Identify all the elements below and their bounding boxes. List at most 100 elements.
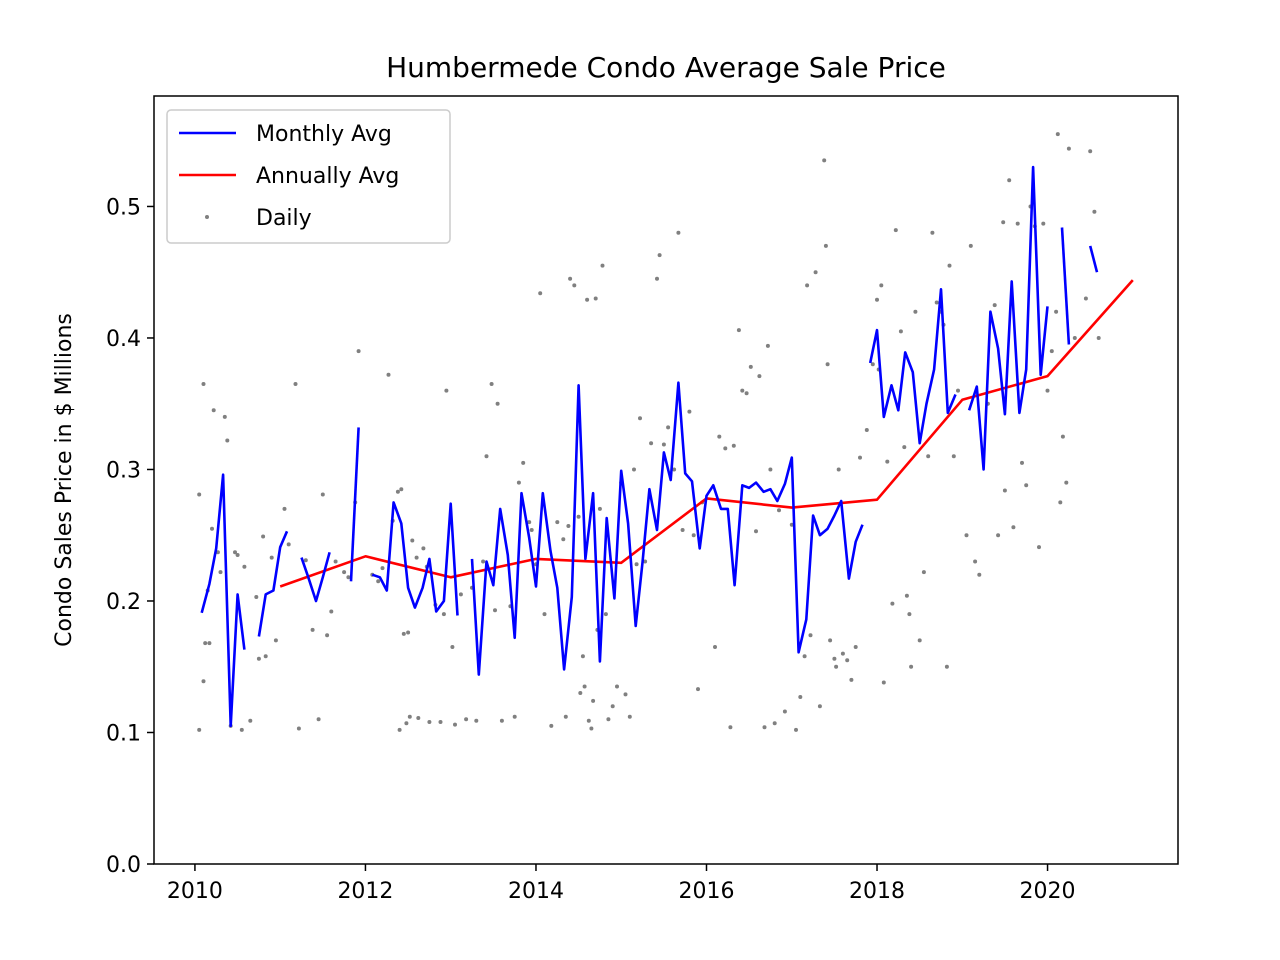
daily-point (493, 608, 497, 613)
daily-point (414, 555, 419, 560)
daily-point (329, 609, 334, 614)
daily-point (661, 442, 666, 447)
x-tick-label: 2010 (167, 879, 223, 904)
daily-point (825, 362, 830, 367)
daily-point (947, 263, 952, 268)
daily-point (406, 630, 411, 635)
daily-point (489, 382, 494, 386)
x-tick-label: 2016 (678, 879, 734, 904)
daily-point (512, 714, 517, 719)
daily-point (1066, 146, 1071, 151)
y-tick-label: 0.3 (106, 458, 141, 483)
daily-point (333, 559, 338, 564)
daily-point (768, 467, 773, 472)
annual-avg-line (279, 279, 1134, 588)
daily-point (655, 276, 659, 281)
y-axis-label: Condo Sales Price in $ Millions (52, 313, 77, 647)
daily-point (736, 328, 741, 333)
daily-point (286, 542, 291, 547)
daily-point (484, 454, 489, 459)
daily-point (254, 595, 259, 599)
daily-point (782, 709, 787, 714)
daily-point (881, 680, 886, 685)
daily-point (1060, 434, 1065, 439)
daily-point (926, 454, 931, 459)
daily-point (1001, 220, 1006, 225)
daily-point (585, 297, 590, 302)
daily-point (956, 388, 960, 393)
daily-point (740, 388, 745, 393)
monthly-avg-layer (200, 165, 1099, 728)
daily-point (516, 480, 521, 485)
daily-point (399, 487, 404, 492)
daily-point (316, 717, 321, 722)
daily-point (421, 546, 426, 551)
daily-point (968, 243, 973, 248)
daily-point (973, 559, 978, 564)
daily-point (464, 717, 469, 722)
daily-point (634, 562, 639, 567)
daily-point (576, 514, 581, 519)
monthly-avg-line-segment (257, 530, 289, 637)
daily-point (591, 698, 596, 703)
daily-point (845, 658, 850, 663)
daily-point (201, 382, 206, 386)
daily-point (521, 460, 526, 465)
daily-point (731, 443, 736, 448)
daily-point (527, 520, 532, 525)
daily-point (458, 592, 463, 597)
daily-point (410, 538, 415, 543)
x-tick-label: 2020 (1020, 879, 1076, 904)
daily-point (676, 230, 681, 235)
daily-point (242, 564, 247, 569)
daily-point (666, 425, 671, 430)
monthly-avg-line-segment (868, 287, 957, 445)
daily-point (904, 593, 909, 598)
daily-point (757, 374, 762, 379)
daily-point (603, 612, 608, 617)
monthly-avg-line-segment (349, 427, 360, 582)
daily-point (610, 704, 615, 709)
monthly-avg-line-segment (470, 381, 864, 676)
daily-point (777, 508, 781, 513)
daily-point (197, 727, 202, 732)
daily-point (898, 329, 903, 334)
daily-point (853, 645, 858, 649)
daily-point (495, 401, 500, 406)
daily-point (964, 533, 969, 538)
annual-avg-layer (279, 279, 1134, 588)
monthly-avg-line-segment (371, 501, 459, 616)
daily-point (794, 727, 798, 732)
daily-point (225, 438, 230, 443)
daily-point (218, 570, 223, 575)
daily-point (902, 445, 907, 450)
daily-point (582, 684, 587, 689)
legend-label: Annually Avg (256, 164, 399, 189)
daily-point (615, 684, 619, 689)
daily-point (1092, 209, 1097, 214)
legend-label: Monthly Avg (256, 122, 392, 147)
daily-point (407, 714, 412, 719)
daily-point (549, 723, 554, 728)
daily-point (210, 526, 214, 531)
daily-point (261, 534, 266, 539)
daily-point (1083, 296, 1088, 301)
daily-point (813, 270, 818, 275)
x-tick-label: 2014 (508, 879, 564, 904)
daily-point (680, 528, 685, 532)
daily-point (772, 721, 777, 726)
daily-point (840, 651, 845, 656)
chart-title: Humbermede Condo Average Sale Price (386, 51, 946, 84)
monthly-avg-line-segment (1088, 245, 1099, 273)
daily-point (572, 283, 577, 288)
daily-point (1037, 545, 1041, 550)
daily-point (977, 572, 982, 577)
daily-point (597, 506, 602, 511)
x-tick-label: 2018 (849, 879, 905, 904)
daily-point (310, 627, 315, 632)
daily-point (1015, 221, 1020, 226)
daily-point (529, 528, 534, 532)
daily-point (909, 664, 914, 669)
monthly-avg-line-segment (967, 165, 1049, 471)
